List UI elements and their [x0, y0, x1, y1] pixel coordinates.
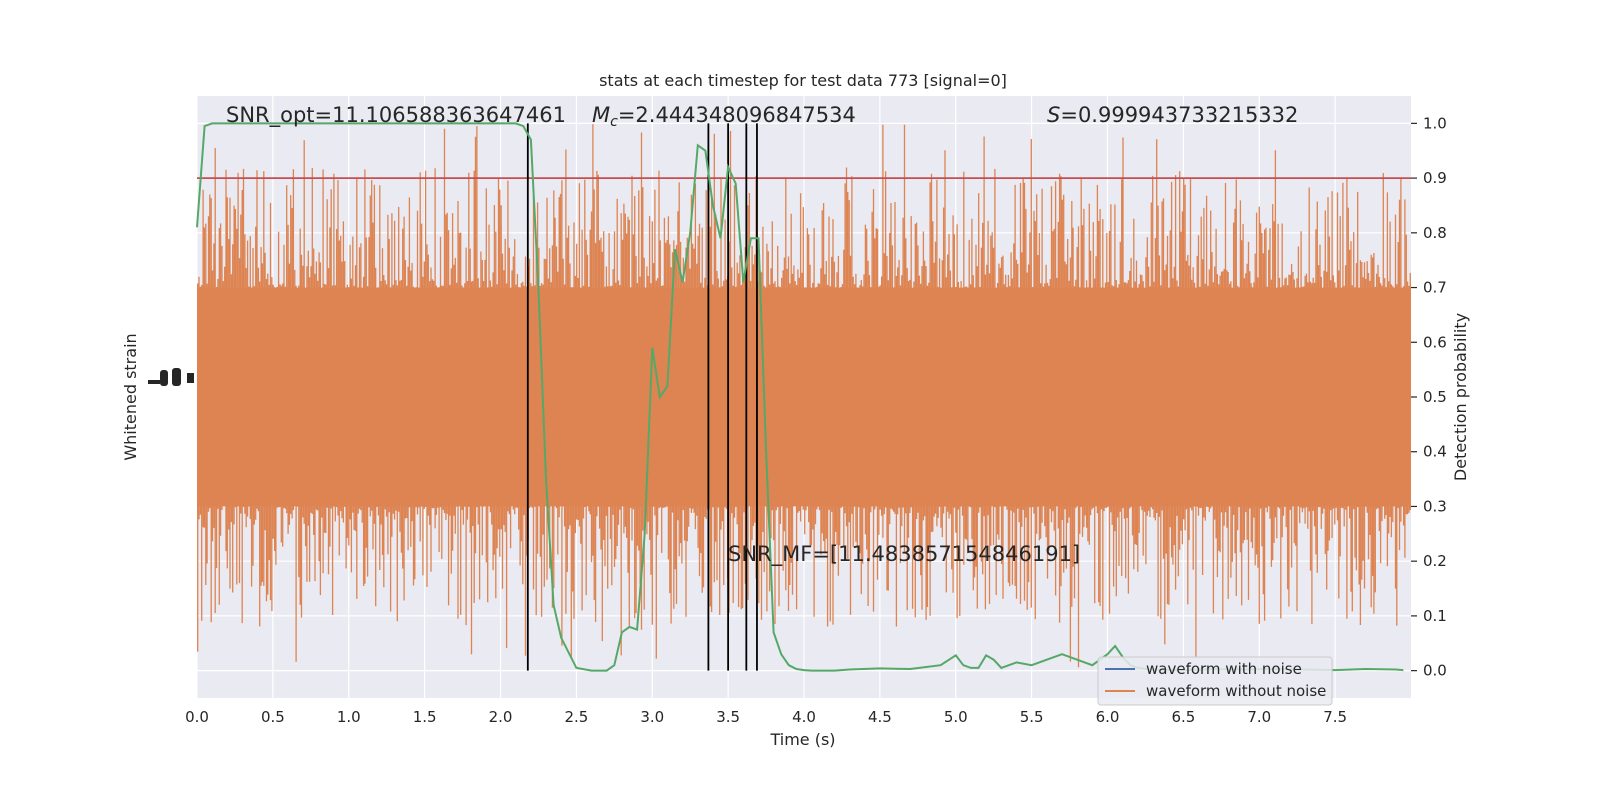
legend-box: [1097, 656, 1333, 706]
annotation-chirp-mass: Mc=2.444348096847534: [592, 103, 856, 130]
legend: waveform with noise waveform without noi…: [1097, 656, 1333, 706]
y-tick-label-2: 0.2: [1423, 552, 1447, 570]
annotation-snr-mf: SNR_MF=[11.483857154846191]: [728, 542, 1080, 567]
strain-trace: [197, 124, 1411, 668]
strain-core-band: [197, 287, 1411, 507]
x-tick-label-5: 2.5: [564, 708, 588, 726]
x-tick-label-6: 3.0: [640, 708, 664, 726]
probability-series-line: [196, 122, 1404, 672]
left-y-axis-label: Whitened strain: [121, 333, 140, 460]
x-tick-label-7: 3.5: [716, 708, 740, 726]
detection-probability-line: [196, 122, 1404, 672]
strain-spikes: [197, 124, 1411, 668]
vertical-marker-lines: [526, 123, 758, 671]
right-y-axis-label: Detection probability: [1451, 313, 1470, 481]
y-tick-label-4: 0.4: [1423, 443, 1447, 461]
x-tick-label-9: 4.5: [868, 708, 892, 726]
x-tick-label-3: 1.5: [413, 708, 437, 726]
x-axis-ticks: 0.0 0.5 1.0 1.5 2.0 2.5 3.0 3.5 4.0 4.5 5.0 5.5 6.0 6…: [185, 708, 1347, 726]
x-tick-label-14: 7.0: [1247, 708, 1271, 726]
y-tick-label-7: 0.7: [1423, 279, 1447, 297]
x-tick-label-2: 1.0: [337, 708, 361, 726]
x-tick-label-15: 7.5: [1323, 708, 1347, 726]
y-tick-label-3: 0.3: [1423, 497, 1447, 515]
x-tick-label-0: 0.0: [185, 708, 209, 726]
x-tick-label-11: 5.5: [1020, 708, 1044, 726]
y-tick-label-6: 0.6: [1423, 333, 1447, 351]
y-tick-label-5: 0.5: [1423, 388, 1447, 406]
legend-label-noise: waveform with noise: [1146, 660, 1302, 678]
chart-title: stats at each timestep for test data 773…: [599, 71, 1007, 90]
x-tick-label-10: 5.0: [944, 708, 968, 726]
legend-label-clean: waveform without noise: [1146, 682, 1326, 700]
y-tick-label-10: 1.0: [1423, 114, 1447, 132]
y-tick-label-1: 0.1: [1423, 607, 1447, 625]
left-axis-tick-cluster: [148, 368, 194, 386]
x-tick-label-4: 2.0: [489, 708, 513, 726]
right-y-axis-ticks: 0.0 0.1 0.2 0.3 0.4 0.5 0.6 0.7 0.8 0.9 1.0: [1411, 114, 1447, 680]
x-tick-label-13: 6.5: [1171, 708, 1195, 726]
x-tick-label-8: 4.0: [792, 708, 816, 726]
annotation-s-value: S=0.999943733215332: [1047, 103, 1298, 127]
y-tick-label-8: 0.8: [1423, 224, 1447, 242]
x-tick-label-1: 0.5: [261, 708, 285, 726]
y-tick-label-0: 0.0: [1423, 662, 1447, 680]
y-tick-label-9: 0.9: [1423, 169, 1447, 187]
annotation-snr-opt: SNR_opt=11.106588363647461: [226, 103, 566, 128]
x-axis-label: Time (s): [769, 730, 835, 749]
x-tick-label-12: 6.0: [1096, 708, 1120, 726]
